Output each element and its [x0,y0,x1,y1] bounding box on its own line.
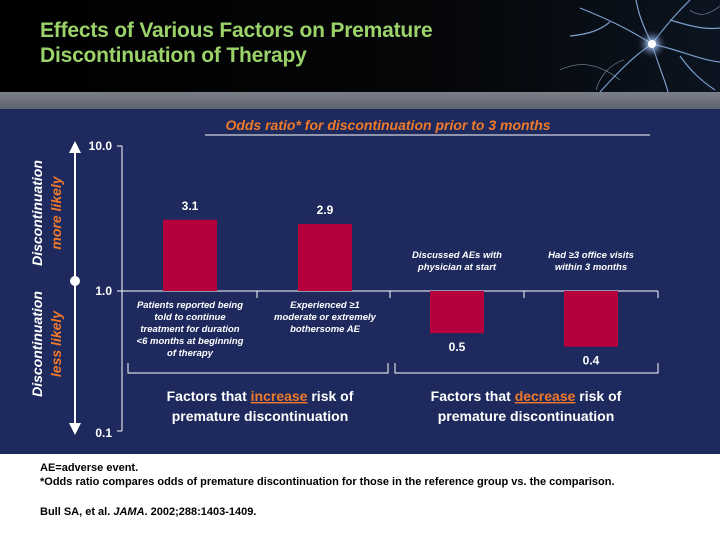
footnote-ae: AE=adverse event. [40,462,139,474]
group-emphasis-increase: increase [251,388,308,404]
category-label-line: moderate or extremely [274,312,377,323]
group-suffix: risk of [575,388,621,404]
slide-title: Effects of Various Factors on Premature … [40,18,510,68]
group-bracket-increase [127,363,389,374]
svg-text:Factors that increase risk of: Factors that increase risk of [167,388,354,404]
y-tick-label: 1.0 [95,284,112,298]
group-line2: premature discontinuation [438,408,615,424]
group-suffix: risk of [307,388,353,404]
group-emphasis-decrease: decrease [515,388,576,404]
slide-header: Effects of Various Factors on Premature … [0,0,720,92]
group-line2: premature discontinuation [172,408,349,424]
group-label-decrease: Factors that decrease risk of premature … [431,388,622,424]
group-prefix: Factors that [167,388,251,404]
annotation-more-likely: Discontinuation more likely [29,160,64,266]
title-line-1: Effects of Various Factors on Premature [40,19,433,42]
footnote-odds-ratio: *Odds ratio compares odds of premature d… [40,476,615,488]
chart-title: Odds ratio* for discontinuation prior to… [225,117,550,133]
annotation-less-line1: Discontinuation [29,291,45,397]
group-label-increase: Factors that increase risk of premature … [167,388,354,424]
bar-3 [430,291,484,334]
category-label-line: Patients reported being [137,300,243,311]
y-tick-label: 10.0 [89,139,113,153]
neuron-illustration [559,0,720,92]
bar-4 [564,291,618,347]
citation-author: Bull SA, et al. [40,506,114,518]
category-label-line: physician at start [417,262,497,273]
category-label-line: bothersome AE [290,324,361,335]
category-label-line: Discussed AEs with [412,250,502,261]
y-tick-label: 0.1 [95,426,112,440]
annotation-less-likely: Discontinuation less likely [29,291,64,397]
category-label-line: of therapy [167,348,214,359]
value-label: 0.4 [583,354,600,368]
category-label-line: told to continue [154,312,226,323]
citation: Bull SA, et al. JAMA. 2002;288:1403-1409… [40,506,256,518]
annotation-more-line1: Discontinuation [29,160,45,266]
annotation-less-line2: less likely [48,310,64,377]
header-divider-band [0,92,720,109]
category-label-line: <6 months at beginning [137,336,244,347]
value-label: 0.5 [449,340,466,354]
slide-footer: AE=adverse event. *Odds ratio compares o… [0,454,720,540]
annotation-more-line2: more likely [48,175,64,249]
svg-text:Factors that decrease risk of: Factors that decrease risk of [431,388,622,404]
bar-2 [298,223,352,291]
group-prefix: Factors that [431,388,515,404]
bars-layer [163,219,618,347]
title-line-2: Discontinuation of Therapy [40,44,307,67]
value-label: 2.9 [317,203,334,217]
category-label-line: treatment for duration [140,324,239,335]
baseline-marker [70,276,80,286]
chart-panel: Odds ratio* for discontinuation prior to… [0,109,720,454]
value-label: 3.1 [182,199,199,213]
odds-ratio-chart: Odds ratio* for discontinuation prior to… [29,117,659,440]
category-label-line: within 3 months [555,262,627,273]
category-label-line: Had ≥3 office visits [548,250,634,261]
bar-1 [163,219,217,291]
citation-journal: JAMA [113,506,145,518]
group-bracket-decrease [394,363,659,374]
citation-details: . 2002;288:1403-1409. [144,506,257,518]
category-label-line: Experienced ≥1 [290,300,360,311]
